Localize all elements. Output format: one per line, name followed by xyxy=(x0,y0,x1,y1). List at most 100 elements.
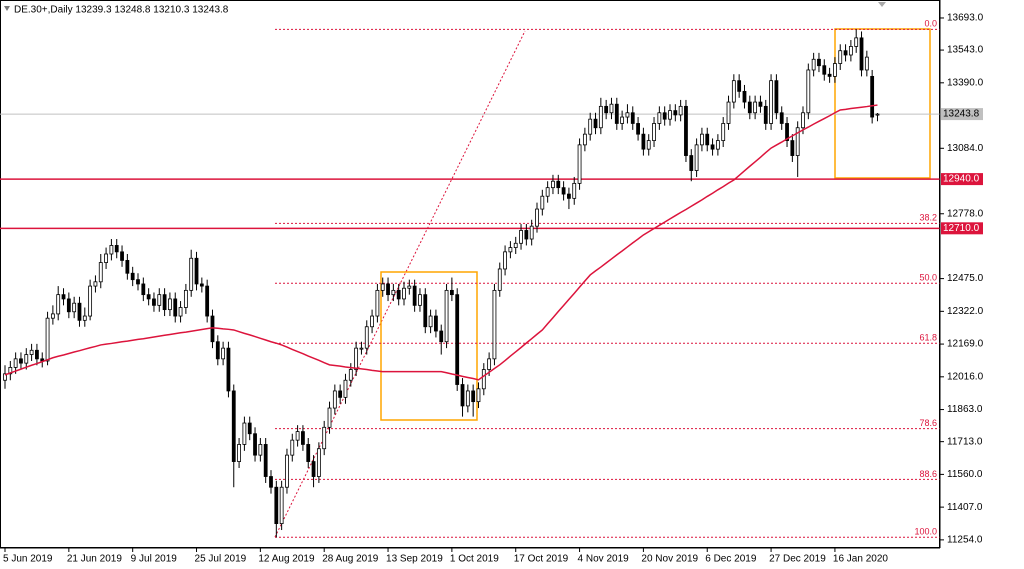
y-tick-label: 12169.0 xyxy=(947,339,984,350)
candle-body xyxy=(295,431,300,441)
candle-body xyxy=(662,112,667,120)
candle-body xyxy=(3,373,7,381)
candle-body xyxy=(721,123,726,141)
x-tick-label: 9 Jul 2019 xyxy=(131,554,178,565)
candle-body xyxy=(253,433,257,456)
highlight-box xyxy=(380,271,478,421)
level-label: 12710.0 xyxy=(943,223,980,234)
candle-body xyxy=(316,448,321,477)
candle-body xyxy=(785,123,789,141)
candle-body xyxy=(263,444,268,477)
candle-body xyxy=(737,80,742,92)
candle-body xyxy=(854,37,859,47)
fib-label: 0.0 xyxy=(924,19,937,29)
level-label: 12940.0 xyxy=(943,174,980,185)
candle-body xyxy=(61,294,66,300)
candle-body xyxy=(418,294,422,306)
y-tick-label: 13693.0 xyxy=(947,13,984,24)
candle-body xyxy=(45,317,50,362)
candle-body xyxy=(375,289,380,317)
shift-marker xyxy=(878,2,886,7)
candle-body xyxy=(678,105,683,116)
candle-body xyxy=(790,140,795,156)
candle-body xyxy=(412,285,417,306)
candle-body xyxy=(402,287,406,300)
candle-body xyxy=(449,289,454,296)
candle-body xyxy=(29,349,34,355)
x-tick-label: 4 Nov 2019 xyxy=(578,554,630,565)
level-box xyxy=(941,222,983,235)
candle-body xyxy=(231,390,236,462)
candle-body xyxy=(269,476,273,488)
candle-body xyxy=(199,283,204,287)
candle-body xyxy=(35,349,39,360)
candle-body xyxy=(551,180,555,189)
candle-body xyxy=(215,341,220,360)
candle-body xyxy=(742,90,747,103)
candle-body xyxy=(577,144,582,184)
candle-body xyxy=(801,112,805,129)
candle-body xyxy=(327,407,332,428)
y-tick-label: 12322.0 xyxy=(947,306,984,317)
candle-body xyxy=(210,315,215,343)
candle-body xyxy=(779,112,784,124)
candle-body xyxy=(274,486,279,525)
candle-body xyxy=(567,193,571,199)
x-tick-label: 20 Nov 2019 xyxy=(641,554,698,565)
y-tick-label: 11407.0 xyxy=(947,502,983,513)
candle-body xyxy=(513,242,518,248)
candle-body xyxy=(481,369,486,390)
candle-body xyxy=(258,444,263,456)
y-tick-label: 11254.0 xyxy=(947,535,983,546)
candle-body xyxy=(306,444,311,462)
candle-body xyxy=(88,285,93,317)
candle-body xyxy=(439,330,444,343)
candle-body xyxy=(705,133,710,146)
x-tick-label: 1 Oct 2019 xyxy=(450,554,499,565)
candle-body xyxy=(162,294,167,311)
fib-label: 100.0 xyxy=(914,527,937,537)
x-tick-label: 13 Sep 2019 xyxy=(386,554,443,565)
candle-body xyxy=(125,260,130,274)
candle-body xyxy=(492,289,497,360)
x-tick-label: 16 Jan 2020 xyxy=(833,554,888,565)
candle-body xyxy=(870,75,875,118)
candle-body xyxy=(338,390,343,398)
candle-body xyxy=(848,46,853,56)
candle-body xyxy=(487,358,492,370)
candle-body xyxy=(359,347,364,350)
candle-body xyxy=(535,208,539,227)
y-tick-label: 11863.0 xyxy=(947,404,983,415)
candle-body xyxy=(843,50,848,56)
candle-body xyxy=(279,486,284,525)
candle-body xyxy=(545,187,550,197)
candle-body xyxy=(710,144,715,150)
fib-label: 78.6 xyxy=(919,418,937,428)
candle-body xyxy=(152,298,156,306)
candle-body xyxy=(391,289,396,296)
candle-body xyxy=(700,133,704,146)
x-tick-label: 21 Jun 2019 xyxy=(67,554,122,565)
candle-body xyxy=(104,253,108,263)
candle-body xyxy=(380,283,385,291)
candle-body xyxy=(226,347,231,392)
candle-body xyxy=(130,272,135,281)
candle-body xyxy=(822,65,827,75)
candle-body xyxy=(98,262,103,283)
candle-body xyxy=(503,251,507,270)
x-tick-label: 5 Jun 2019 xyxy=(3,554,53,565)
candle-body xyxy=(157,294,162,306)
y-tick-label: 11713.0 xyxy=(947,436,983,447)
candle-body xyxy=(183,289,188,308)
candle-body xyxy=(747,101,752,114)
x-tick-label: 28 Aug 2019 xyxy=(322,554,379,565)
candle-body xyxy=(641,133,646,150)
candle-body xyxy=(460,384,465,407)
y-tick-label: 12016.0 xyxy=(947,371,984,382)
candle-body xyxy=(529,225,534,240)
candle-body xyxy=(524,230,529,240)
candle-body xyxy=(833,63,837,77)
candle-body xyxy=(620,116,625,124)
y-tick-label: 13543.0 xyxy=(947,45,984,56)
